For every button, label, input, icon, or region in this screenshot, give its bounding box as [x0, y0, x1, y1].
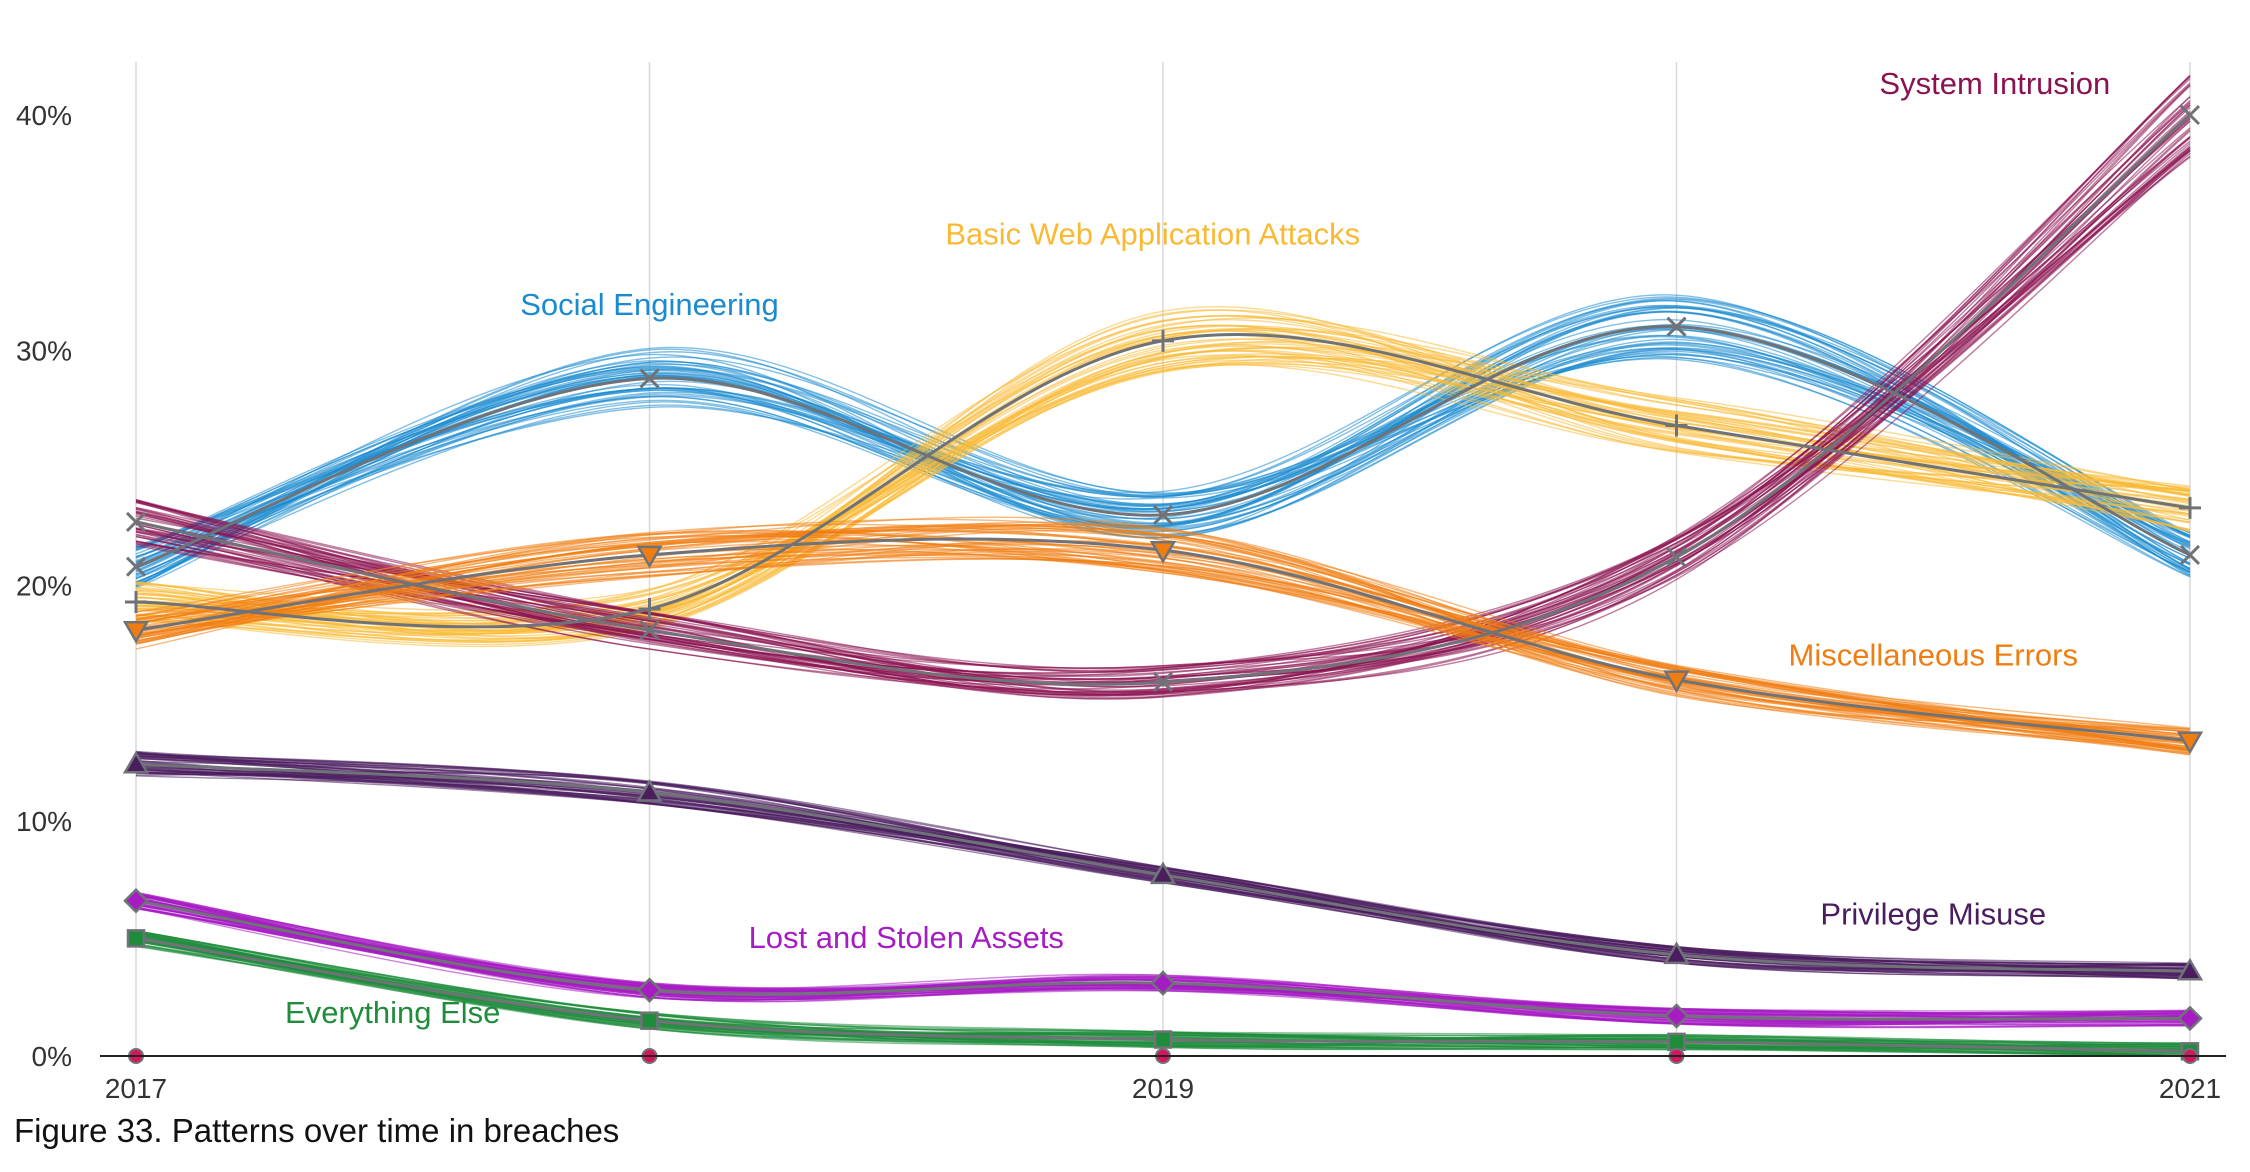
spaghetti-line [135, 350, 2191, 643]
mean-line-system-intrusion [135, 113, 2191, 686]
series-label-basic-web-application-attacks: Basic Web Application Attacks [945, 216, 1360, 251]
marker-miscellaneous-errors-2020 [1663, 670, 1690, 694]
spaghetti-line [135, 304, 2191, 587]
y-tick-label: 10% [16, 806, 72, 837]
marker-system-intrusion-2021 [2179, 104, 2201, 126]
series-label-social-engineering: Social Engineering [520, 287, 779, 322]
marker-social-engineering-2019 [1152, 504, 1174, 525]
spaghetti-lost-and-stolen-assets [135, 891, 2191, 1029]
x-tick-label: 2017 [105, 1073, 167, 1104]
spaghetti-line [135, 106, 2191, 688]
spaghetti-line [135, 353, 2191, 580]
marker-social-engineering-2017 [125, 556, 147, 577]
series-label-privilege-misuse: Privilege Misuse [1820, 896, 2046, 931]
marker-miscellaneous-errors-2017 [122, 620, 150, 644]
spaghetti-line [135, 150, 2191, 676]
series-label-miscellaneous-errors: Miscellaneous Errors [1789, 637, 2078, 672]
marker-privilege-misuse-2021 [2176, 957, 2204, 981]
spaghetti-line [135, 346, 2191, 585]
spaghetti-line [135, 150, 2191, 681]
spaghetti-line [135, 346, 2191, 626]
marker-miscellaneous-errors-2021 [2176, 731, 2204, 755]
data-markers [122, 104, 2204, 1064]
spaghetti-line [135, 306, 2191, 558]
marker-lost-and-stolen-assets-2021 [2177, 1005, 2203, 1032]
marker-lost-and-stolen-assets-2019 [1150, 970, 1176, 996]
marker-basic-web-application-attacks-2020 [1665, 414, 1688, 437]
marker-miscellaneous-errors-2018 [636, 545, 663, 569]
spaghetti-line [135, 558, 2191, 743]
y-tick-label: 30% [16, 335, 72, 366]
marker-system-intrusion-2017 [125, 511, 147, 533]
marker-social-engineering-2018 [639, 368, 660, 389]
marker-everything-else-2018 [640, 1011, 659, 1030]
marker-basic-web-application-attacks-2021 [2179, 496, 2201, 519]
marker-privilege-misuse-2020 [1663, 941, 1690, 965]
marker-miscellaneous-errors-2019 [1149, 540, 1177, 564]
breach-patterns-chart: Social Engineering Basic Web Application … [16, 62, 2226, 1104]
marker-basic-web-application-attacks-2019 [1152, 329, 1174, 352]
spaghetti-line [135, 350, 2191, 632]
spaghetti-line [135, 556, 2191, 743]
marker-privilege-misuse-2019 [1149, 861, 1177, 885]
spaghetti-line [135, 335, 2191, 567]
figure-caption: Figure 33. Patterns over time in breache… [14, 1112, 620, 1149]
marker-everything-else-2020 [1667, 1032, 1686, 1052]
spaghetti-line [135, 145, 2191, 684]
axes: 0% 10% 20% 30% 40% 2017 2019 2021 [16, 100, 2226, 1104]
y-tick-label: 40% [16, 100, 72, 131]
marker-system-intrusion-2020 [1666, 547, 1687, 568]
series-labels: Social Engineering Basic Web Application … [285, 66, 2110, 1030]
spaghetti-line [135, 342, 2191, 569]
marker-lost-and-stolen-assets-2018 [636, 977, 663, 1003]
marker-lost-and-stolen-assets-2020 [1663, 1003, 1690, 1029]
marker-basic-web-application-attacks-2018 [638, 598, 661, 621]
series-label-lost-and-stolen-assets: Lost and Stolen Assets [749, 920, 1064, 955]
spaghetti-line [135, 310, 2191, 576]
y-tick-label: 20% [16, 571, 72, 602]
marker-basic-web-application-attacks-2017 [125, 590, 147, 613]
spaghetti-line [135, 309, 2191, 640]
x-tick-label: 2019 [1132, 1073, 1194, 1104]
marker-social-engineering-2020 [1666, 316, 1687, 337]
x-tick-label: 2021 [2159, 1073, 2221, 1104]
marker-system-intrusion-2019 [1152, 671, 1174, 693]
marker-everything-else-2017 [126, 929, 146, 948]
marker-privilege-misuse-2018 [636, 779, 663, 802]
y-tick-label: 0% [32, 1041, 72, 1072]
marker-system-intrusion-2018 [639, 620, 660, 641]
marker-lost-and-stolen-assets-2017 [123, 887, 149, 914]
marker-privilege-misuse-2017 [122, 750, 150, 774]
series-label-system-intrusion: System Intrusion [1879, 66, 2110, 101]
marker-everything-else-2019 [1153, 1030, 1173, 1049]
series-label-everything-else: Everything Else [285, 995, 500, 1030]
marker-social-engineering-2021 [2179, 544, 2201, 565]
